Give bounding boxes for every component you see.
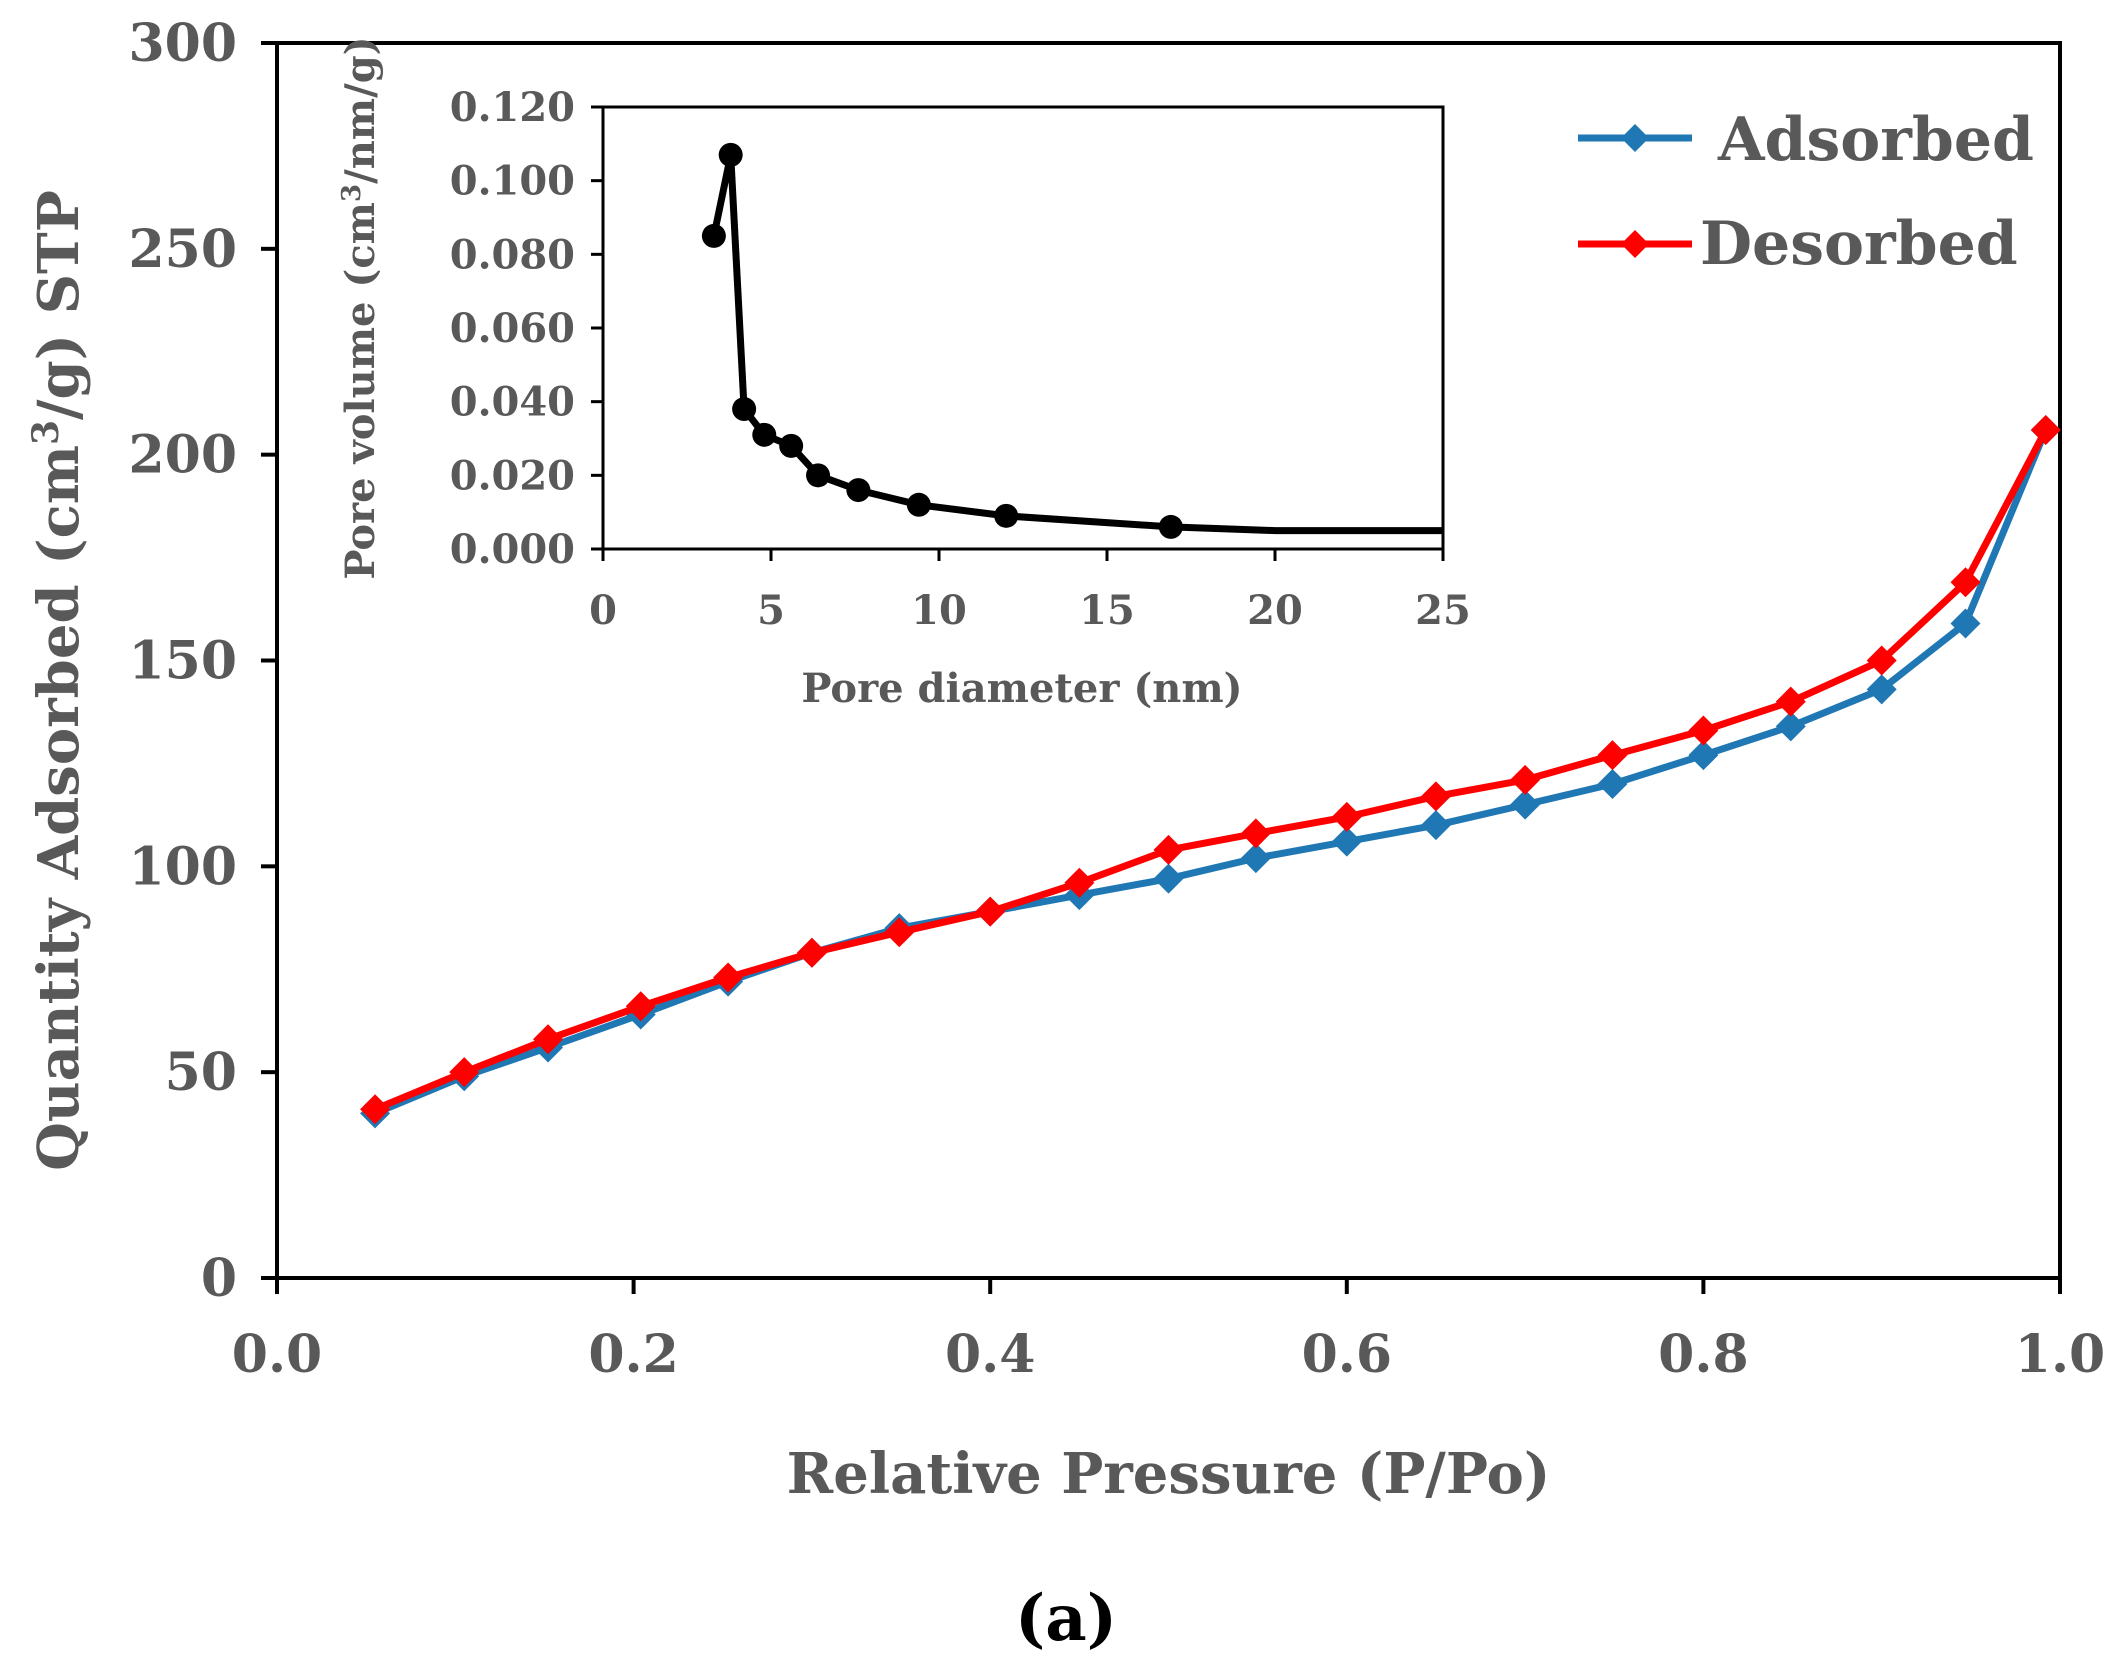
data-point-adsorbed: [1420, 810, 1451, 841]
data-point-adsorbed: [1153, 863, 1184, 894]
inset-y-title-part1: Pore volume (cm: [337, 202, 384, 580]
inset-y-tick-label: 0.100: [450, 158, 575, 205]
inset-axis-ticks: 0 5 10 15 20 25 0.000 0.020 0.040 0.060 0.080 0.100…: [450, 84, 1471, 634]
inset-pore-size-chart: 0 5 10 15 20 25 0.000 0.020 0.040 0.060 0.080 0.100…: [337, 36, 1471, 712]
main-x-tick-label: 0.2: [588, 1324, 678, 1385]
inset-y-tick-label: 0.060: [450, 305, 575, 352]
data-point-desorbed: [1950, 567, 1981, 598]
inset-x-tick-label: 20: [1247, 587, 1303, 634]
data-point-desorbed: [1153, 834, 1184, 865]
panel-label: (a): [1015, 1581, 1117, 1656]
main-x-tick-label: 0.0: [232, 1324, 322, 1385]
data-point-adsorbed: [1510, 789, 1541, 820]
main-series-group: [360, 414, 2061, 1129]
main-x-tick-label: 0.4: [945, 1324, 1035, 1385]
data-point-adsorbed: [1866, 674, 1897, 705]
legend-adsorbed-marker: [1621, 124, 1649, 152]
data-point-desorbed: [1510, 764, 1541, 795]
inset-data-point: [701, 223, 726, 248]
legend-desorbed-label: Desorbed: [1700, 209, 2018, 279]
inset-data-point: [732, 397, 757, 422]
data-point-desorbed: [360, 1094, 391, 1125]
data-point-desorbed: [884, 917, 915, 948]
main-x-tick-label: 0.6: [1302, 1324, 1392, 1385]
data-point-desorbed: [1597, 740, 1628, 771]
data-point-desorbed: [713, 962, 744, 993]
inset-data-point: [806, 463, 831, 488]
inset-y-tick-label: 0.020: [450, 452, 575, 499]
legend-desorbed-marker: [1621, 230, 1649, 258]
main-y-title-part2: /g) STP: [26, 190, 92, 420]
main-x-tick-label: 1.0: [2015, 1324, 2105, 1385]
data-point-desorbed: [1331, 801, 1362, 832]
data-point-desorbed: [1064, 867, 1095, 898]
data-point-adsorbed: [1331, 826, 1362, 857]
data-point-desorbed: [1240, 818, 1271, 849]
inset-data-point: [779, 433, 804, 458]
inset-x-axis-title: Pore diameter (nm): [801, 665, 1242, 712]
inset-plot-frame: [601, 105, 1445, 551]
legend-adsorbed-label: Adsorbed: [1717, 105, 2034, 175]
main-y-tick-label: 250: [128, 219, 237, 280]
inset-x-tick-label: 25: [1415, 587, 1471, 634]
data-point-adsorbed: [1688, 740, 1719, 771]
inset-x-tick-label: 15: [1079, 587, 1135, 634]
data-point-adsorbed: [1597, 769, 1628, 799]
main-y-tick-label: 300: [128, 13, 237, 74]
data-point-desorbed: [975, 896, 1006, 927]
data-point-desorbed: [625, 991, 656, 1022]
inset-x-tick-label: 0: [589, 587, 617, 634]
main-y-axis-title: Quantity Adsorbed (cm3/g) STP: [25, 190, 92, 1171]
inset-y-tick-label: 0.120: [450, 84, 575, 131]
main-y-tick-label: 200: [128, 425, 237, 486]
main-y-tick-label: 50: [165, 1042, 237, 1103]
main-plot-frame: [275, 41, 2062, 1280]
data-point-desorbed: [449, 1057, 480, 1088]
inset-data-point: [752, 422, 777, 447]
main-y-tick-label: 150: [128, 631, 237, 692]
data-point-desorbed: [533, 1024, 564, 1055]
main-y-tick-label: 0: [201, 1248, 237, 1309]
series-line-desorbed: [373, 428, 2049, 1113]
inset-series-line: [710, 151, 1443, 535]
inset-data-point: [1158, 514, 1183, 539]
data-point-desorbed: [796, 937, 827, 968]
inset-data-point: [994, 503, 1019, 528]
data-point-desorbed: [2030, 414, 2061, 445]
data-point-desorbed: [1866, 645, 1897, 676]
inset-y-title-superscript: 3: [337, 184, 367, 202]
inset-y-tick-label: 0.000: [450, 526, 575, 573]
data-point-adsorbed: [1240, 843, 1271, 874]
inset-data-point: [906, 492, 931, 517]
legend: Adsorbed Desorbed: [1578, 105, 2034, 279]
inset-y-tick-label: 0.040: [450, 379, 575, 426]
data-point-desorbed: [1420, 781, 1451, 812]
data-point-adsorbed: [1775, 711, 1806, 742]
data-point-desorbed: [1775, 686, 1806, 717]
series-line-adsorbed: [373, 428, 2049, 1117]
data-point-desorbed: [1688, 715, 1719, 746]
inset-y-tick-label: 0.080: [450, 231, 575, 278]
data-point-adsorbed: [1950, 608, 1981, 639]
inset-x-tick-label: 5: [757, 587, 785, 634]
main-x-tick-label: 0.8: [1658, 1324, 1748, 1385]
inset-y-axis-title: Pore volume (cm3/nm/g): [337, 36, 384, 579]
main-y-tick-label: 100: [128, 836, 237, 897]
inset-x-tick-label: 10: [911, 587, 967, 634]
inset-series-group: [701, 142, 1443, 539]
inset-data-point: [718, 142, 743, 167]
main-y-title-part1: Quantity Adsorbed (cm: [26, 445, 92, 1171]
main-x-axis-title: Relative Pressure (P/Po): [787, 1441, 1551, 1507]
main-y-title-superscript: 3: [25, 420, 67, 445]
inset-y-title-part2: /nm/g): [337, 36, 384, 184]
inset-data-point: [846, 478, 871, 503]
